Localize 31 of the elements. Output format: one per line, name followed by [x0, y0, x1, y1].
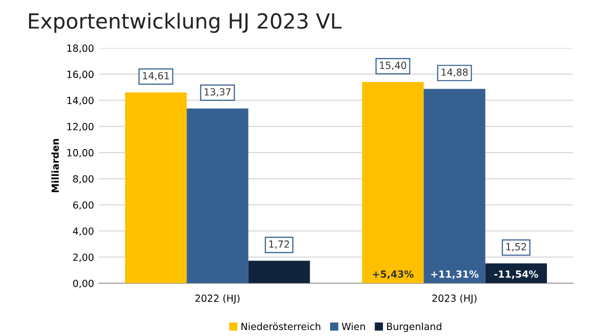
y-tick-label: 16,00: [67, 70, 94, 80]
y-tick-label: 12,00: [67, 122, 94, 132]
x-tick-label: 2022 (HJ): [195, 294, 240, 304]
legend-label: Niederösterreich: [242, 322, 320, 330]
y-tick-label: 8,00: [73, 175, 94, 184]
y-tick-label: 18,00: [67, 44, 94, 53]
data-label: 14,61: [143, 72, 169, 80]
data-label: 14,88: [442, 68, 468, 77]
y-axis-title: Milliarden: [51, 138, 59, 192]
chart-title: Exportentwicklung HJ 2023 VL: [29, 12, 342, 33]
y-tick-label: 14,00: [67, 96, 94, 106]
legend-label: Wien: [342, 322, 365, 330]
y-tick-label: 6,00: [73, 201, 94, 210]
bar: [248, 260, 310, 284]
bar: [424, 88, 486, 284]
annotation: +5,43%: [372, 270, 414, 279]
annotation: +11,31%: [431, 270, 479, 279]
x-tick-label: 2023 (HJ): [432, 294, 476, 304]
y-tick-label: 2,00: [73, 254, 94, 262]
bar: [186, 108, 248, 284]
bar: [362, 82, 424, 284]
data-label: 1,72: [269, 240, 289, 249]
bar: [125, 92, 187, 284]
annotation: -11,54%: [494, 270, 538, 279]
data-label: 13,37: [204, 88, 231, 97]
data-label: 15,40: [380, 62, 406, 70]
y-tick-label: 0,00: [73, 280, 94, 288]
data-label: 1,52: [506, 243, 526, 252]
legend-label: Burgenland: [387, 322, 442, 332]
y-tick-label: 10,00: [67, 149, 94, 158]
y-tick-label: 4,00: [72, 227, 94, 236]
